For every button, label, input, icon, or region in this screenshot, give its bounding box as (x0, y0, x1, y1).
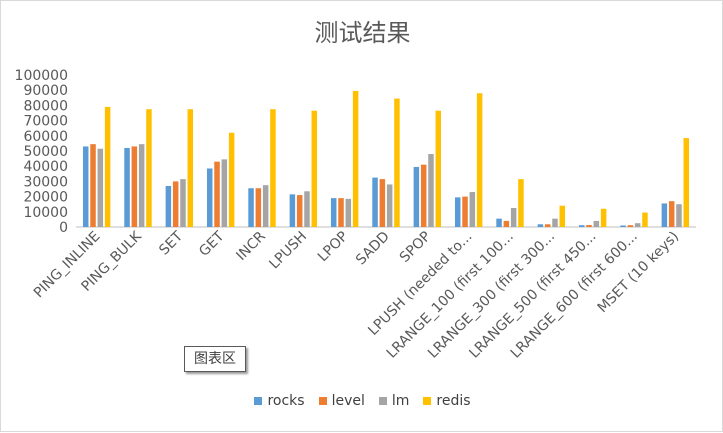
legend-item-level: level (318, 393, 365, 409)
bar-lm (138, 144, 145, 227)
bar-redis (104, 106, 111, 227)
bar-level (668, 201, 675, 227)
y-tick-label: 80000 (23, 98, 68, 114)
y-tick-label: 40000 (23, 159, 68, 175)
bar-rocks (330, 198, 337, 227)
bar-lm (221, 159, 228, 227)
bar-redis (228, 132, 235, 227)
bar-lm (510, 208, 517, 227)
bar-level (627, 225, 634, 227)
bar-redis (600, 208, 607, 227)
bar-level (462, 196, 468, 227)
x-tick-label: INCR (233, 228, 269, 264)
bar-lm (676, 204, 682, 227)
bar-level (255, 188, 262, 227)
bar-rocks (372, 177, 378, 227)
bar-lm (262, 185, 269, 227)
bar-level (586, 225, 592, 227)
bar-lm (469, 192, 476, 227)
bar-level (338, 198, 344, 227)
bar-rocks (578, 225, 585, 227)
bar-rocks (413, 166, 420, 227)
chart-area-tooltip: 图表区 (184, 346, 246, 372)
y-tick-label: 60000 (23, 129, 68, 145)
bar-redis (146, 109, 152, 227)
bar-level (172, 181, 179, 227)
x-tick-label: SADD (353, 229, 393, 269)
bar-redis (683, 138, 690, 227)
bar-level (420, 164, 427, 227)
bar-rocks (82, 146, 89, 227)
y-tick-label: 20000 (23, 190, 68, 206)
x-tick-label: GET (196, 228, 228, 260)
y-tick-label: 70000 (23, 114, 68, 130)
bar-rocks (206, 168, 213, 227)
chart-title: 测试结果 (314, 19, 411, 47)
bar-lm (634, 223, 641, 227)
y-tick-label: 10000 (23, 205, 68, 221)
bar-level (131, 146, 138, 227)
bar-lm (593, 220, 600, 227)
bar-level (544, 224, 551, 227)
bar-rocks (620, 225, 626, 227)
bar-lm (428, 154, 434, 227)
y-tick-label: 100000 (15, 68, 68, 84)
bar-lm (552, 218, 558, 227)
y-tick-label: 90000 (23, 83, 68, 99)
y-tick-label: 50000 (23, 144, 68, 160)
x-tick-label: SET (156, 228, 186, 258)
bar-redis (559, 205, 566, 227)
bar-level (296, 195, 303, 227)
bar-rocks (496, 218, 502, 227)
legend-item-redis: redis (423, 393, 471, 409)
bar-lm (97, 148, 104, 227)
x-tick-label: LPUSH (266, 229, 310, 273)
bar-redis (311, 110, 318, 227)
bar-redis (476, 93, 483, 228)
legend-swatch (318, 397, 327, 405)
bar-redis (394, 98, 400, 227)
legend-swatch (423, 397, 432, 405)
legend-label: redis (436, 393, 471, 409)
legend: rocks level lm redis (1, 393, 723, 409)
bar-redis (270, 109, 276, 227)
bar-rocks (248, 188, 254, 227)
y-tick-label: 0 (59, 220, 68, 236)
bar-lm (304, 191, 310, 227)
x-tick-label: SPOP (397, 229, 434, 266)
bar-level (503, 220, 510, 227)
legend-item-rocks: rocks (254, 393, 305, 409)
bar-redis (642, 212, 648, 227)
legend-label: rocks (267, 393, 305, 409)
bar-rocks (454, 197, 461, 227)
legend-swatch (378, 397, 387, 405)
legend-item-lm: lm (378, 393, 410, 409)
bar-rocks (537, 224, 544, 227)
bar-lm (345, 198, 352, 227)
legend-swatch (254, 397, 263, 405)
bar-rocks (165, 185, 172, 227)
bar-lm (386, 184, 393, 227)
bar-rocks (124, 147, 130, 227)
bar-level (379, 179, 386, 227)
bar-lm (180, 179, 186, 227)
bar-redis (352, 90, 359, 228)
x-tick-label: LPOP (315, 229, 352, 266)
bar-rocks (289, 194, 296, 227)
bar-level (90, 144, 96, 227)
bar-redis (187, 109, 194, 227)
bar-rocks (661, 203, 668, 227)
legend-label: lm (391, 393, 410, 409)
y-tick-label: 30000 (23, 174, 68, 190)
bar-level (214, 161, 220, 227)
bar-redis (435, 110, 442, 227)
legend-label: level (331, 393, 365, 409)
bar-redis (518, 179, 524, 227)
